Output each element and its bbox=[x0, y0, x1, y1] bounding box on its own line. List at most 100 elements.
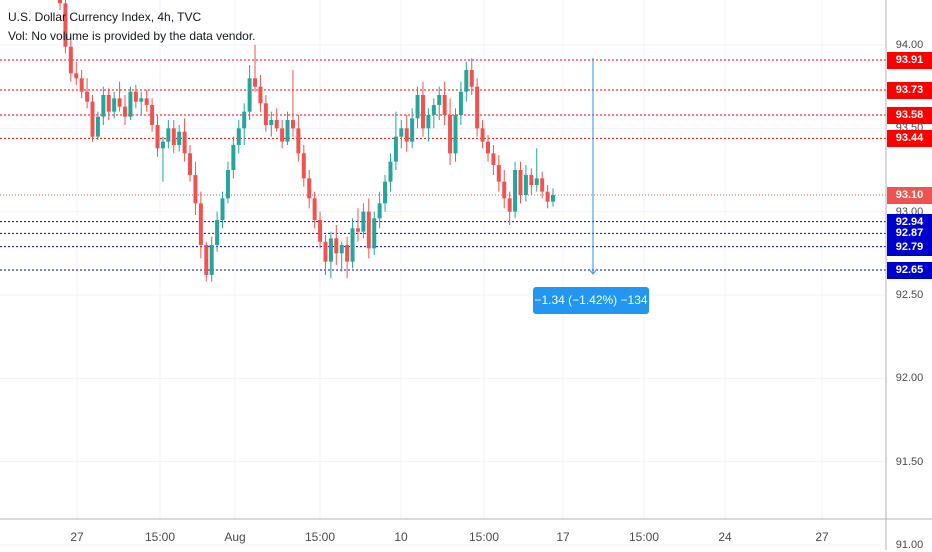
candle-body bbox=[415, 95, 420, 119]
price-axis-label: 92.00 bbox=[895, 372, 924, 385]
candle-body bbox=[139, 98, 144, 102]
candle-body bbox=[334, 238, 339, 254]
measure-tool[interactable] bbox=[588, 58, 598, 275]
candle-body bbox=[204, 245, 209, 275]
candle-body bbox=[312, 198, 317, 220]
candle-body bbox=[155, 125, 160, 149]
candle-body bbox=[323, 241, 328, 262]
time-axis-label: 27 bbox=[815, 530, 829, 544]
time-axis-label: 17 bbox=[556, 530, 570, 544]
candle-body bbox=[426, 115, 431, 129]
candle-body bbox=[166, 128, 171, 142]
candle-body bbox=[112, 98, 117, 112]
support-price-badge: 92.87 bbox=[887, 225, 932, 243]
time-axis-label: 24 bbox=[718, 530, 732, 544]
resistance-price-badge: 93.91 bbox=[887, 52, 932, 69]
time-axis-label: 15:00 bbox=[144, 530, 176, 544]
candle-body bbox=[513, 170, 518, 212]
candle-body bbox=[518, 170, 523, 195]
candle-body bbox=[339, 245, 344, 254]
candle-body bbox=[523, 175, 528, 195]
resistance-price-badge: 93.73 bbox=[887, 82, 932, 99]
candle-body bbox=[534, 178, 539, 185]
time-axis-label: 10 bbox=[394, 530, 408, 544]
candle-body bbox=[383, 181, 388, 204]
time-axis-label: 15:00 bbox=[304, 530, 336, 544]
candle-body bbox=[496, 165, 501, 182]
candle-body bbox=[448, 115, 453, 154]
candle-body bbox=[95, 116, 100, 137]
candle-body bbox=[193, 175, 198, 204]
candle-body bbox=[63, 3, 68, 47]
candle-body bbox=[144, 98, 149, 105]
candle-body bbox=[377, 203, 382, 219]
candle-body bbox=[469, 70, 474, 87]
candle-body bbox=[529, 175, 534, 185]
candle-body bbox=[485, 141, 490, 154]
candle-body bbox=[301, 153, 306, 179]
candle-body bbox=[540, 178, 545, 192]
candle-body bbox=[236, 128, 241, 145]
candle-body bbox=[372, 218, 377, 249]
candle-body bbox=[225, 170, 230, 199]
candle-body bbox=[160, 141, 165, 149]
candle-body bbox=[231, 145, 236, 170]
candle-body bbox=[393, 136, 398, 162]
support-price-badge: 92.65 bbox=[887, 262, 932, 279]
candle-body bbox=[388, 161, 393, 182]
candle-body bbox=[404, 128, 409, 142]
candle-body bbox=[318, 220, 323, 242]
price-axis-label: 94.00 bbox=[895, 39, 924, 51]
support-price-badge: 92.79 bbox=[887, 238, 932, 256]
candle-body bbox=[475, 86, 480, 129]
candle-body bbox=[307, 178, 312, 199]
candle-body bbox=[507, 198, 512, 212]
candle-body bbox=[431, 105, 436, 115]
candle-body bbox=[328, 238, 333, 262]
measure-label: −1.34 (−1.42%) −134 bbox=[533, 287, 649, 314]
time-axis-label: 15:00 bbox=[628, 530, 660, 544]
candle-body bbox=[269, 120, 274, 125]
candle-body bbox=[285, 120, 290, 142]
candle-body bbox=[551, 195, 555, 202]
legend-volume-note: Vol: No volume is provided by the data v… bbox=[8, 29, 256, 43]
candle-body bbox=[345, 245, 350, 262]
candle-body bbox=[85, 91, 90, 102]
grid bbox=[0, 0, 886, 546]
candle-body bbox=[171, 128, 176, 145]
candle-body bbox=[90, 101, 95, 137]
candle-body bbox=[177, 131, 182, 145]
resistance-price-badge: 93.58 bbox=[887, 107, 932, 124]
candle-body bbox=[296, 128, 301, 154]
price-axis-label: 91.50 bbox=[895, 455, 924, 468]
candle-body bbox=[188, 153, 193, 175]
candle-body bbox=[491, 153, 496, 165]
candle-body bbox=[123, 106, 128, 117]
candle-body bbox=[274, 120, 279, 129]
price-axis-label: 92.50 bbox=[895, 289, 924, 301]
candle-body bbox=[399, 128, 404, 137]
candle-body bbox=[242, 111, 247, 129]
candle-body bbox=[106, 95, 111, 112]
candle-body bbox=[58, 0, 62, 4]
candle-body bbox=[209, 245, 214, 275]
candle-body bbox=[215, 220, 220, 245]
candle-body bbox=[350, 228, 355, 262]
measure-arrow-head bbox=[588, 268, 598, 275]
candle-body bbox=[128, 91, 133, 117]
candle-body bbox=[247, 78, 252, 112]
last-price-badge: 93.10 bbox=[887, 187, 932, 204]
candle-body bbox=[442, 95, 447, 115]
horizontal-levels bbox=[0, 59, 886, 271]
candle-body bbox=[79, 78, 84, 92]
candle-body bbox=[361, 211, 366, 232]
candle-body bbox=[420, 95, 425, 129]
resistance-price-badge: 93.44 bbox=[887, 130, 932, 148]
candle-body bbox=[182, 131, 187, 154]
candle-body bbox=[253, 78, 258, 87]
candle-body bbox=[480, 128, 485, 142]
candle-body bbox=[464, 70, 469, 92]
